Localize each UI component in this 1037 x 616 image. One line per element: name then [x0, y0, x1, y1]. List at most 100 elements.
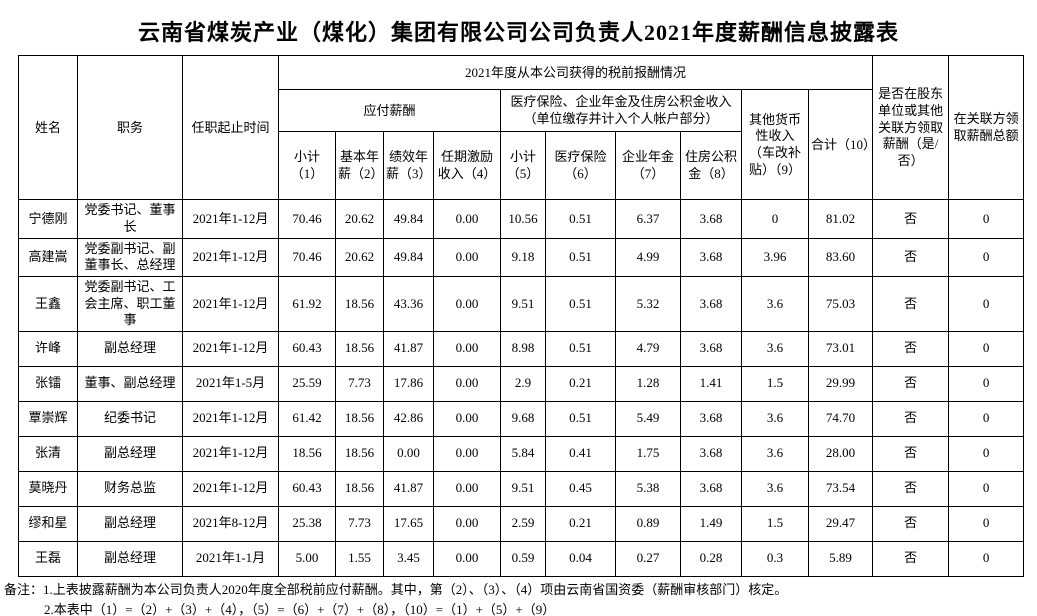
cell-subtotal1: 18.56 — [278, 435, 336, 472]
cell-related-flag: 否 — [872, 470, 950, 507]
cell-annuity: 1.28 — [615, 365, 681, 402]
cell-tenure-incentive: 0.00 — [433, 330, 501, 367]
col-header-other-income: 其他货币性收入（车改补贴）（9） — [741, 89, 809, 201]
cell-medical: 0.04 — [545, 540, 616, 577]
cell-housing-fund: 3.68 — [680, 199, 742, 239]
cell-tenure-incentive: 0.00 — [433, 400, 501, 437]
col-header-tenure-incentive: 任期激励收入（4） — [433, 131, 501, 201]
cell-performance-salary: 17.65 — [383, 505, 434, 542]
cell-tenure-incentive: 0.00 — [433, 540, 501, 577]
cell-total: 75.03 — [807, 275, 874, 332]
cell-performance-salary: 41.87 — [383, 330, 434, 367]
cell-subtotal1: 25.38 — [278, 505, 336, 542]
cell-medical: 0.41 — [545, 435, 616, 472]
cell-tenure-incentive: 0.00 — [433, 365, 501, 402]
col-header-annuity: 企业年金（7） — [615, 131, 681, 201]
cell-medical: 0.51 — [545, 199, 616, 239]
cell-name: 覃崇辉 — [18, 400, 78, 437]
cell-housing-fund: 3.68 — [680, 275, 742, 332]
cell-related-amount: 0 — [948, 400, 1025, 437]
cell-subtotal1: 25.59 — [278, 365, 336, 402]
cell-subtotal1: 60.43 — [278, 470, 336, 507]
cell-annuity: 1.75 — [615, 435, 681, 472]
cell-other-income: 0 — [741, 199, 809, 239]
cell-related-flag: 否 — [872, 199, 950, 239]
table-row: 宁德刚 党委书记、董事长 2021年1-12月 70.46 20.62 49.84 0.00… — [18, 199, 1025, 239]
cell-tenure-incentive: 0.00 — [433, 435, 501, 472]
cell-subtotal5: 10.56 — [500, 199, 546, 239]
cell-related-flag: 否 — [872, 275, 950, 332]
cell-name: 莫晓丹 — [18, 470, 78, 507]
cell-position: 副总经理 — [77, 540, 183, 577]
cell-name: 缪和星 — [18, 505, 78, 542]
cell-subtotal5: 0.59 — [500, 540, 546, 577]
table-row: 莫晓丹 财务总监 2021年1-12月 60.43 18.56 41.87 0.00 9.51… — [18, 470, 1025, 507]
cell-subtotal1: 70.46 — [278, 199, 336, 239]
cell-other-income: 3.96 — [741, 237, 809, 277]
col-header-name: 姓名 — [18, 55, 78, 201]
cell-total: 29.47 — [807, 505, 874, 542]
cell-annuity: 5.38 — [615, 470, 681, 507]
cell-subtotal1: 5.00 — [278, 540, 336, 577]
col-header-base-salary: 基本年薪（2） — [335, 131, 384, 201]
table-row: 王磊 副总经理 2021年1-1月 5.00 1.55 3.45 0.00 0.59 0.04 0… — [18, 540, 1025, 577]
cell-name: 高建嵩 — [18, 237, 78, 277]
cell-subtotal1: 61.42 — [278, 400, 336, 437]
cell-subtotal5: 9.51 — [500, 470, 546, 507]
cell-performance-salary: 49.84 — [383, 237, 434, 277]
cell-position: 副总经理 — [77, 330, 183, 367]
cell-position: 副总经理 — [77, 505, 183, 542]
cell-term: 2021年1-12月 — [182, 275, 279, 332]
cell-position: 党委副书记、副董事长、总经理 — [77, 237, 183, 277]
cell-total: 73.54 — [807, 470, 874, 507]
col-group-payable: 应付薪酬 — [278, 89, 501, 133]
cell-tenure-incentive: 0.00 — [433, 275, 501, 332]
cell-medical: 0.51 — [545, 237, 616, 277]
col-header-housing-fund: 住房公积金（8） — [680, 131, 742, 201]
cell-position: 党委书记、董事长 — [77, 199, 183, 239]
cell-total: 5.89 — [807, 540, 874, 577]
cell-annuity: 0.89 — [615, 505, 681, 542]
cell-subtotal5: 5.84 — [500, 435, 546, 472]
cell-housing-fund: 3.68 — [680, 435, 742, 472]
cell-name: 张清 — [18, 435, 78, 472]
cell-tenure-incentive: 0.00 — [433, 199, 501, 239]
col-header-position: 职务 — [77, 55, 183, 201]
cell-other-income: 3.6 — [741, 435, 809, 472]
footnote-1: 备注：1.上表披露薪酬为本公司负责人2020年度全部税前应付薪酬。其中，第（2）… — [4, 581, 788, 597]
cell-subtotal1: 60.43 — [278, 330, 336, 367]
cell-other-income: 3.6 — [741, 275, 809, 332]
cell-base-salary: 18.56 — [335, 330, 384, 367]
table-row: 覃崇辉 纪委书记 2021年1-12月 61.42 18.56 42.86 0.00 9.68… — [18, 400, 1025, 437]
cell-medical: 0.21 — [545, 365, 616, 402]
cell-term: 2021年1-12月 — [182, 199, 279, 239]
cell-annuity: 0.27 — [615, 540, 681, 577]
cell-housing-fund: 3.68 — [680, 330, 742, 367]
cell-related-amount: 0 — [948, 275, 1025, 332]
cell-term: 2021年1-1月 — [182, 540, 279, 577]
col-header-medical: 医疗保险（6） — [545, 131, 616, 201]
cell-related-amount: 0 — [948, 470, 1025, 507]
table-row: 缪和星 副总经理 2021年8-12月 25.38 7.73 17.65 0.00 2.59 0… — [18, 505, 1025, 542]
col-header-performance-salary: 绩效年薪（3） — [383, 131, 434, 201]
footnote-2: 2.本表中（1）=（2）+（3）+（4），（5）=（6）+（7）+（8），（10… — [44, 601, 556, 616]
cell-performance-salary: 43.36 — [383, 275, 434, 332]
cell-term: 2021年1-12月 — [182, 237, 279, 277]
cell-subtotal1: 70.46 — [278, 237, 336, 277]
cell-other-income: 3.6 — [741, 400, 809, 437]
footnotes: 备注：1.上表披露薪酬为本公司负责人2020年度全部税前应付薪酬。其中，第（2）… — [4, 580, 1037, 616]
cell-performance-salary: 41.87 — [383, 470, 434, 507]
cell-related-amount: 0 — [948, 505, 1025, 542]
cell-medical: 0.45 — [545, 470, 616, 507]
table-row: 张清 副总经理 2021年1-12月 18.56 18.56 0.00 0.00 5.84 0.… — [18, 435, 1025, 472]
cell-tenure-incentive: 0.00 — [433, 470, 501, 507]
cell-base-salary: 20.62 — [335, 237, 384, 277]
cell-term: 2021年1-12月 — [182, 330, 279, 367]
table-header: 姓名 职务 任职起止时间 2021年度从本公司获得的税前报酬情况 是否在股东单位… — [18, 55, 1025, 201]
cell-performance-salary: 0.00 — [383, 435, 434, 472]
cell-name: 张镭 — [18, 365, 78, 402]
cell-tenure-incentive: 0.00 — [433, 505, 501, 542]
cell-housing-fund: 1.41 — [680, 365, 742, 402]
cell-base-salary: 18.56 — [335, 275, 384, 332]
table-row: 王鑫 党委副书记、工会主席、职工董事 2021年1-12月 61.92 18.56 43.… — [18, 275, 1025, 332]
